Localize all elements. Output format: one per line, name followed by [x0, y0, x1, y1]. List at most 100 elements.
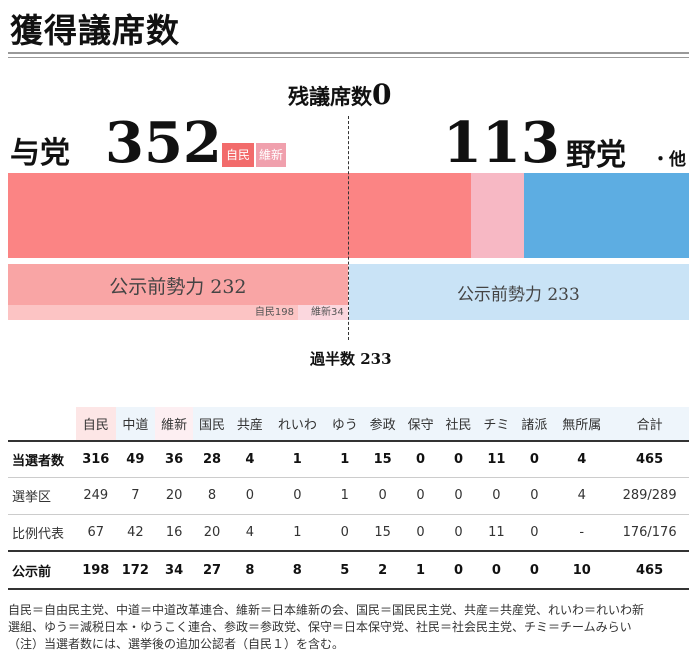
table-cell: 1 [268, 440, 326, 477]
footnote-line: （注）当選者数には、選挙後の追加公認者（自民１）を含む。 [8, 637, 345, 651]
table-cell: 0 [401, 476, 440, 514]
remaining-seats: 残議席数0 [288, 78, 391, 111]
table-cell: 8 [193, 476, 231, 514]
table-cell: 36 [155, 440, 194, 477]
table-cell: 198 [76, 550, 116, 590]
remaining-label: 残議席数 [288, 84, 372, 109]
table-cell: 4 [553, 440, 611, 477]
table-header: れいわ [268, 407, 326, 441]
pre-bar-ldp: 自民198 [8, 305, 298, 320]
row-label: 選挙区 [8, 476, 76, 514]
table-cell: 0 [477, 476, 516, 514]
ruling-label: 与党 [10, 136, 70, 171]
table-header: 社民 [439, 407, 478, 441]
table-row: 比例代表 67 42 16 20 4 1 0 15 0 0 11 0-176/176 [8, 513, 689, 551]
table-cell: 0 [363, 476, 402, 514]
table-cell: 1 [325, 476, 364, 514]
table-cell: 465 [610, 550, 689, 590]
table-cell: 0 [439, 550, 478, 590]
table-cell: 4 [230, 513, 269, 551]
page-title: 獲得議席数 [10, 11, 180, 50]
party-badge-ldp: 自民 [222, 143, 254, 167]
seat-bar [8, 173, 689, 258]
table-cell: 1 [401, 550, 440, 590]
table-header: ゆう [325, 407, 364, 441]
table-header: 無所属 [553, 407, 611, 441]
pre-election-bar: 自民198 維新34 公示前勢力 232 公示前勢力 233 [8, 264, 689, 320]
table-cell: 20 [193, 513, 231, 551]
ruling-seats: 352 [105, 110, 222, 176]
table-cell: 7 [115, 476, 156, 514]
table-cell: 249 [76, 476, 116, 514]
table-cell: 0 [439, 440, 478, 477]
table-cell: 465 [610, 440, 689, 477]
table-cell: 15 [363, 440, 402, 477]
table-cell: 0 [230, 476, 269, 514]
table-cell: 0 [515, 476, 554, 514]
table-row: 当選者数 316 49 36 28 4 1 1 15 0 0 11 0 4 465 [8, 440, 689, 477]
table-cell: 8 [268, 550, 326, 590]
table-cell: 0 [401, 440, 440, 477]
table-cell: 49 [115, 440, 156, 477]
table-cell: 1 [268, 513, 326, 551]
row-label: 当選者数 [8, 440, 76, 477]
table-cell: - [553, 513, 611, 551]
table-cell: 4 [230, 440, 269, 477]
table-header: チミ [477, 407, 516, 441]
bar-segment-ldp [8, 173, 471, 258]
table-cell: 11 [477, 440, 516, 477]
table-cell: 0 [439, 513, 478, 551]
table-cell: 67 [76, 513, 116, 551]
bar-segment-opposition [523, 173, 689, 258]
table-cell: 42 [115, 513, 156, 551]
majority-line [348, 116, 349, 340]
table-cell: 0 [477, 550, 516, 590]
table-cell: 2 [363, 550, 402, 590]
table-row: 公示前 198 172 34 27 8 8 5 2 1 0 0 0 10 465 [8, 550, 689, 590]
results-table: 自民 中道 維新 国民 共産 れいわ ゆう 参政 保守 社民 チミ 諸派 無所属… [8, 407, 689, 590]
table-cell: 0 [515, 550, 554, 590]
majority-label: 過半数 233 [310, 350, 392, 368]
remaining-value: 0 [372, 78, 392, 111]
footnote-line: 選組、ゆう＝減税日本・ゆうこく連合、参政＝参政党、保守＝日本保守党、社民＝社会民… [8, 620, 632, 634]
table-cell: 0 [325, 513, 364, 551]
table-cell: 0 [515, 440, 554, 477]
title-rule-thin [8, 57, 689, 58]
table-body: 当選者数 316 49 36 28 4 1 1 15 0 0 11 0 4 465 選挙区 249 7 20 8 0 0 1… [8, 440, 689, 590]
table-header: 参政 [363, 407, 402, 441]
bar-segment-ishin [470, 173, 524, 258]
opposition-label: 野党 [566, 138, 626, 173]
table-row: 選挙区 249 7 20 8 0 0 1 0 0 0 0 0 4 289/289 [8, 476, 689, 514]
pre-bar-breakdown: 自民198 維新34 [8, 305, 348, 320]
table-cell: 0 [401, 513, 440, 551]
table-cell: 316 [76, 440, 116, 477]
table-header [8, 407, 76, 441]
table-cell: 1 [325, 440, 364, 477]
row-label: 公示前 [8, 550, 76, 590]
table-cell: 176/176 [610, 513, 689, 551]
title-rule [8, 52, 689, 54]
table-cell: 11 [477, 513, 516, 551]
party-badge-ishin: 維新 [256, 143, 286, 167]
footnote-line: 自民＝自由民主党、中道＝中道改革連合、維新＝日本維新の会、国民＝国民民主党、共産… [8, 603, 645, 617]
pre-bar-opposition [348, 264, 689, 320]
pre-bar-ishin: 維新34 [297, 305, 348, 320]
table-cell: 5 [325, 550, 364, 590]
table-cell: 28 [193, 440, 231, 477]
table-cell: 0 [439, 476, 478, 514]
opposition-suffix: ・他 [652, 150, 686, 170]
table-cell: 0 [515, 513, 554, 551]
opposition-seats: 113 [443, 110, 560, 176]
table-header: 諸派 [515, 407, 554, 441]
table-cell: 289/289 [610, 476, 689, 514]
table-cell: 8 [230, 550, 269, 590]
table-cell: 10 [553, 550, 611, 590]
table-cell: 20 [155, 476, 194, 514]
pre-opposition-label: 公示前勢力 233 [456, 285, 580, 305]
footnotes: 自民＝自由民主党、中道＝中道改革連合、維新＝日本維新の会、国民＝国民民主党、共産… [8, 602, 693, 653]
table-cell: 34 [155, 550, 194, 590]
table-header: 自民 [76, 407, 116, 441]
table-header-row: 自民 中道 維新 国民 共産 れいわ ゆう 参政 保守 社民 チミ 諸派 無所属… [8, 407, 689, 441]
table-header: 国民 [193, 407, 231, 441]
row-label: 比例代表 [8, 513, 76, 551]
